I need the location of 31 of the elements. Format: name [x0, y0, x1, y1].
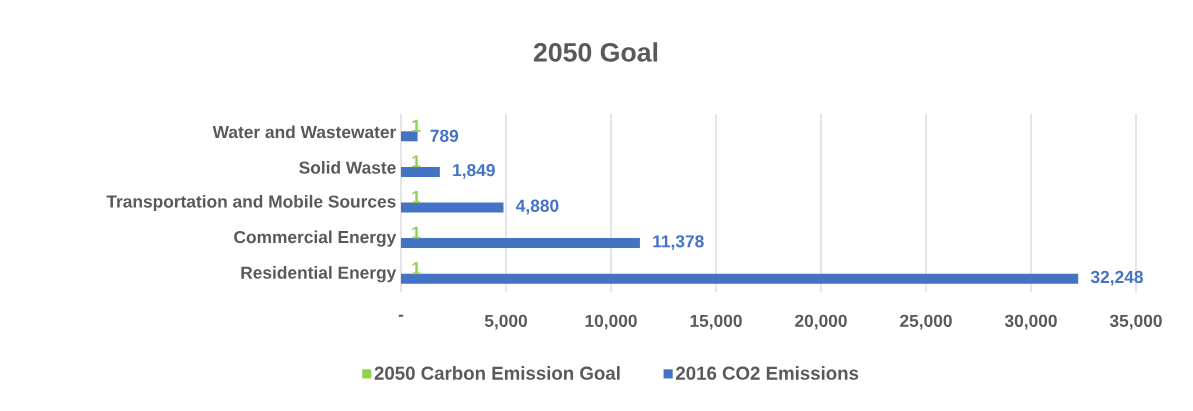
data-label: 789 [430, 129, 459, 142]
x-tick-label: 35,000 [1109, 314, 1162, 330]
y-tick-label: Residential Energy [241, 266, 397, 283]
bar [401, 166, 440, 177]
bar [401, 273, 1079, 284]
bar [401, 202, 504, 213]
chart-title: 2050 Goal [533, 42, 658, 62]
x-tick-label: 20,000 [795, 314, 847, 330]
x-tick-label: 30,000 [1004, 314, 1057, 330]
data-label: 1 [412, 191, 421, 203]
y-tick-label: Solid Waste [299, 161, 396, 174]
data-label: 11,378 [653, 235, 704, 250]
y-tick-label: Water and Wastewater [212, 125, 397, 139]
data-label: 1 [412, 119, 421, 132]
data-label: 1 [412, 226, 421, 239]
data-label: 32,248 [1090, 270, 1143, 286]
y-tick-label: Transportation and Mobile Sources [106, 194, 396, 212]
data-label: 1,849 [453, 164, 495, 179]
x-tick-label: 10,000 [585, 314, 637, 330]
legend-label: 2016 CO2 Emissions [675, 366, 859, 380]
x-tick-label: 15,000 [690, 314, 742, 330]
x-tick-label: 5,000 [484, 314, 527, 330]
bar [401, 238, 640, 249]
x-tick-label: 25,000 [900, 314, 952, 330]
y-tick-label: Commercial Energy [234, 230, 397, 247]
bar [401, 131, 418, 142]
data-label: 4,880 [516, 199, 559, 215]
x-tick-label: - [398, 314, 404, 317]
data-label: 1 [412, 262, 421, 275]
legend-label: 2050 Carbon Emission Goal [374, 366, 620, 380]
data-label: 1 [412, 155, 421, 168]
